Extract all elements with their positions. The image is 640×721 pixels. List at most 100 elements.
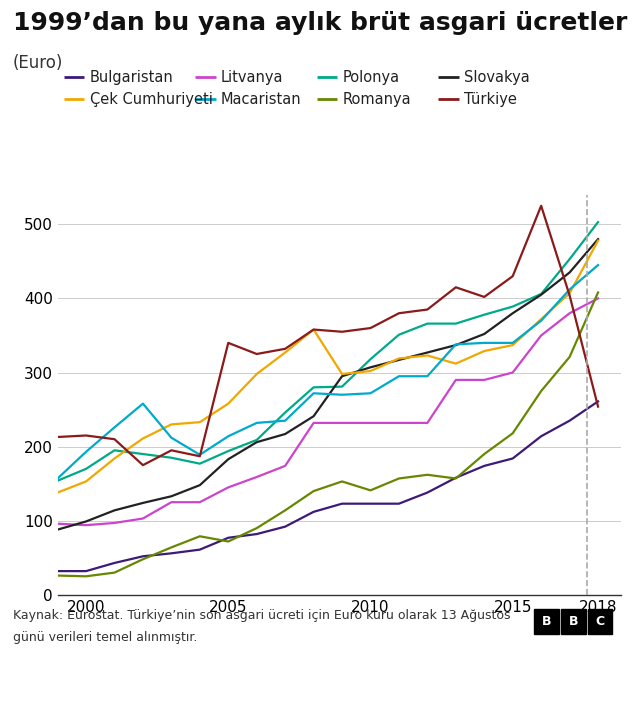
Çek Cumhuriyeti bbox=[367, 367, 374, 376]
Çek Cumhuriyeti bbox=[225, 399, 232, 408]
Romanya bbox=[424, 471, 431, 479]
Text: C: C bbox=[596, 615, 605, 628]
Bulgaristan bbox=[566, 416, 573, 425]
Slovakya bbox=[111, 506, 118, 515]
Türkiye bbox=[253, 350, 260, 358]
Slovakya bbox=[594, 235, 602, 244]
Bulgaristan bbox=[538, 432, 545, 441]
Macaristan bbox=[111, 423, 118, 432]
Litvanya bbox=[509, 368, 516, 377]
Bulgaristan bbox=[225, 534, 232, 542]
Line: Çek Cumhuriyeti: Çek Cumhuriyeti bbox=[58, 241, 598, 492]
Litvanya bbox=[82, 521, 90, 529]
Text: günü verileri temel alınmıştır.: günü verileri temel alınmıştır. bbox=[13, 631, 197, 644]
Slovakya bbox=[481, 329, 488, 338]
Bulgaristan bbox=[509, 454, 516, 463]
Text: (Euro): (Euro) bbox=[13, 54, 63, 72]
Macaristan bbox=[424, 372, 431, 381]
Romanya bbox=[54, 571, 61, 580]
Line: Bulgaristan: Bulgaristan bbox=[58, 402, 598, 571]
Polonya bbox=[452, 319, 460, 328]
Macaristan bbox=[196, 451, 204, 459]
Polonya bbox=[282, 408, 289, 417]
Türkiye bbox=[282, 345, 289, 353]
Türkiye bbox=[424, 305, 431, 314]
Türkiye bbox=[338, 327, 346, 336]
Slovakya bbox=[367, 363, 374, 371]
Text: Kaynak: Eurostat. Türkiye’nin son asgari ücreti için Euro kuru olarak 13 Ağustos: Kaynak: Eurostat. Türkiye’nin son asgari… bbox=[13, 609, 510, 622]
Çek Cumhuriyeti bbox=[310, 325, 317, 334]
Macaristan bbox=[82, 448, 90, 456]
Türkiye bbox=[594, 402, 602, 411]
Litvanya bbox=[196, 498, 204, 507]
Romanya bbox=[452, 474, 460, 483]
Text: Litvanya: Litvanya bbox=[221, 70, 284, 84]
Polonya bbox=[538, 290, 545, 298]
Litvanya bbox=[538, 331, 545, 340]
Bulgaristan bbox=[82, 567, 90, 575]
Slovakya bbox=[452, 341, 460, 350]
Macaristan bbox=[225, 432, 232, 441]
Romanya bbox=[139, 555, 147, 564]
Polonya bbox=[395, 330, 403, 339]
Çek Cumhuriyeti bbox=[196, 418, 204, 427]
Polonya bbox=[481, 310, 488, 319]
Polonya bbox=[367, 355, 374, 363]
Romanya bbox=[225, 537, 232, 546]
Line: Litvanya: Litvanya bbox=[58, 298, 598, 525]
Text: Romanya: Romanya bbox=[342, 92, 411, 107]
Çek Cumhuriyeti bbox=[54, 488, 61, 497]
Türkiye bbox=[111, 435, 118, 443]
Macaristan bbox=[168, 433, 175, 442]
Polonya bbox=[509, 302, 516, 311]
Romanya bbox=[538, 386, 545, 395]
Slovakya bbox=[566, 268, 573, 277]
Macaristan bbox=[54, 474, 61, 483]
Bulgaristan bbox=[168, 549, 175, 557]
Polonya bbox=[225, 447, 232, 456]
Türkiye bbox=[538, 201, 545, 210]
Türkiye bbox=[225, 339, 232, 348]
Macaristan bbox=[509, 339, 516, 348]
Text: Macaristan: Macaristan bbox=[221, 92, 301, 107]
Litvanya bbox=[452, 376, 460, 384]
Slovakya bbox=[395, 355, 403, 364]
Litvanya bbox=[282, 461, 289, 470]
Macaristan bbox=[566, 286, 573, 294]
Polonya bbox=[54, 477, 61, 485]
Çek Cumhuriyeti bbox=[594, 236, 602, 245]
Line: Romanya: Romanya bbox=[58, 293, 598, 576]
Slovakya bbox=[225, 455, 232, 464]
Polonya bbox=[196, 459, 204, 468]
Slovakya bbox=[82, 517, 90, 526]
Polonya bbox=[338, 382, 346, 391]
Bulgaristan bbox=[395, 500, 403, 508]
Text: Polonya: Polonya bbox=[342, 70, 399, 84]
Line: Slovakya: Slovakya bbox=[58, 239, 598, 530]
Bulgaristan bbox=[424, 488, 431, 497]
Litvanya bbox=[139, 514, 147, 523]
Macaristan bbox=[452, 340, 460, 349]
Polonya bbox=[82, 464, 90, 473]
Bulgaristan bbox=[282, 522, 289, 531]
Türkiye bbox=[196, 452, 204, 461]
Çek Cumhuriyeti bbox=[282, 348, 289, 357]
Slovakya bbox=[139, 499, 147, 508]
Macaristan bbox=[282, 416, 289, 425]
Çek Cumhuriyeti bbox=[168, 420, 175, 429]
Romanya bbox=[566, 353, 573, 361]
Macaristan bbox=[594, 261, 602, 270]
Line: Macaristan: Macaristan bbox=[58, 265, 598, 479]
Litvanya bbox=[566, 309, 573, 317]
Bulgaristan bbox=[338, 500, 346, 508]
Romanya bbox=[338, 477, 346, 486]
Türkiye bbox=[481, 293, 488, 301]
Çek Cumhuriyeti bbox=[395, 354, 403, 363]
Türkiye bbox=[139, 461, 147, 469]
Çek Cumhuriyeti bbox=[452, 359, 460, 368]
Polonya bbox=[168, 454, 175, 462]
Çek Cumhuriyeti bbox=[111, 454, 118, 463]
Çek Cumhuriyeti bbox=[424, 351, 431, 360]
Litvanya bbox=[338, 419, 346, 428]
Text: 1999’dan bu yana aylık brüt asgari ücretler: 1999’dan bu yana aylık brüt asgari ücret… bbox=[13, 11, 627, 35]
